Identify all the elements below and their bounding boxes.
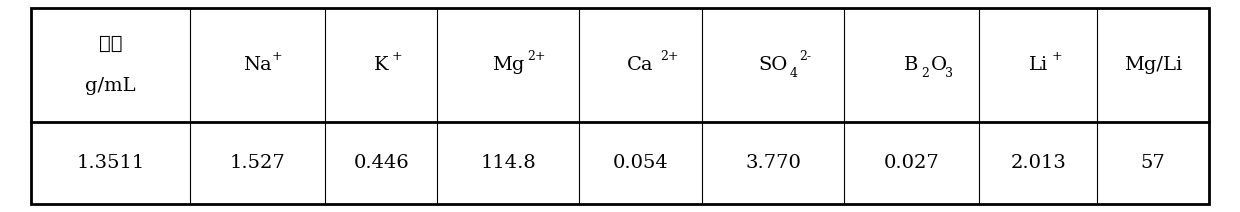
Text: +: + xyxy=(1052,50,1063,63)
Text: +: + xyxy=(272,50,283,63)
Text: 3: 3 xyxy=(945,67,952,80)
Text: 4: 4 xyxy=(790,67,797,80)
Text: Mg: Mg xyxy=(492,56,525,74)
Text: Ca: Ca xyxy=(627,56,653,74)
Text: 2.013: 2.013 xyxy=(1011,153,1066,172)
Text: 0.054: 0.054 xyxy=(613,153,668,172)
Text: Mg/Li: Mg/Li xyxy=(1123,56,1182,74)
Text: 114.8: 114.8 xyxy=(480,153,536,172)
Text: 2: 2 xyxy=(921,67,929,80)
Text: 3.770: 3.770 xyxy=(745,153,801,172)
Text: g/mL: g/mL xyxy=(86,77,136,95)
Text: O: O xyxy=(931,56,947,74)
Text: B: B xyxy=(904,56,919,74)
Text: 1.3511: 1.3511 xyxy=(77,153,145,172)
Text: 0.446: 0.446 xyxy=(353,153,409,172)
Text: 密度: 密度 xyxy=(99,34,123,53)
Text: 1.527: 1.527 xyxy=(229,153,285,172)
Text: Li: Li xyxy=(1028,56,1048,74)
Text: Na: Na xyxy=(243,56,272,74)
Text: 2+: 2+ xyxy=(660,50,678,63)
Text: 2+: 2+ xyxy=(527,50,546,63)
Text: 0.027: 0.027 xyxy=(884,153,940,172)
Text: 2-: 2- xyxy=(800,50,811,63)
Text: +: + xyxy=(391,50,402,63)
Text: SO: SO xyxy=(759,56,787,74)
Text: 57: 57 xyxy=(1141,153,1166,172)
Text: K: K xyxy=(374,56,388,74)
